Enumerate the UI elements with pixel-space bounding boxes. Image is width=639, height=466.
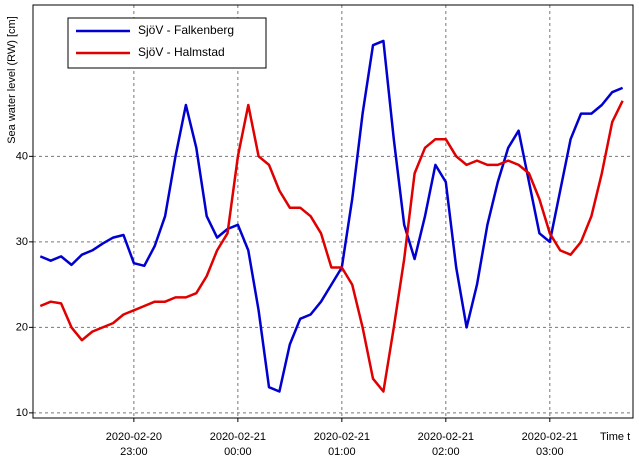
data-line	[39, 39, 624, 393]
x-tick-label: 2020-02-21	[314, 431, 370, 443]
x-tick-label: 2020-02-21	[522, 431, 578, 443]
x-tick-label: 00:00	[224, 446, 252, 458]
x-axis-label: Time t	[600, 431, 630, 443]
plot-frame	[32, 4, 634, 419]
x-tick-label: 23:00	[120, 446, 148, 458]
x-tick-label: 2020-02-21	[210, 431, 266, 443]
x-tick-label: 03:00	[536, 446, 564, 458]
y-tick-label: 20	[16, 321, 28, 333]
x-tick-label: 2020-02-20	[106, 431, 162, 443]
y-axis-label: Sea water level (RW) [cm]	[6, 16, 18, 144]
legend-box	[67, 17, 267, 69]
y-tick-label: 10	[16, 407, 28, 419]
x-tick-label: 02:00	[432, 446, 460, 458]
x-tick-label: 01:00	[328, 446, 356, 458]
legend-label: SjöV - Halmstad	[138, 45, 225, 59]
y-tick-label: 40	[16, 150, 28, 162]
y-tick-label: 30	[16, 236, 28, 248]
x-tick-label: 2020-02-21	[418, 431, 474, 443]
legend-label: SjöV - Falkenberg	[138, 23, 234, 37]
data-line	[39, 100, 624, 393]
